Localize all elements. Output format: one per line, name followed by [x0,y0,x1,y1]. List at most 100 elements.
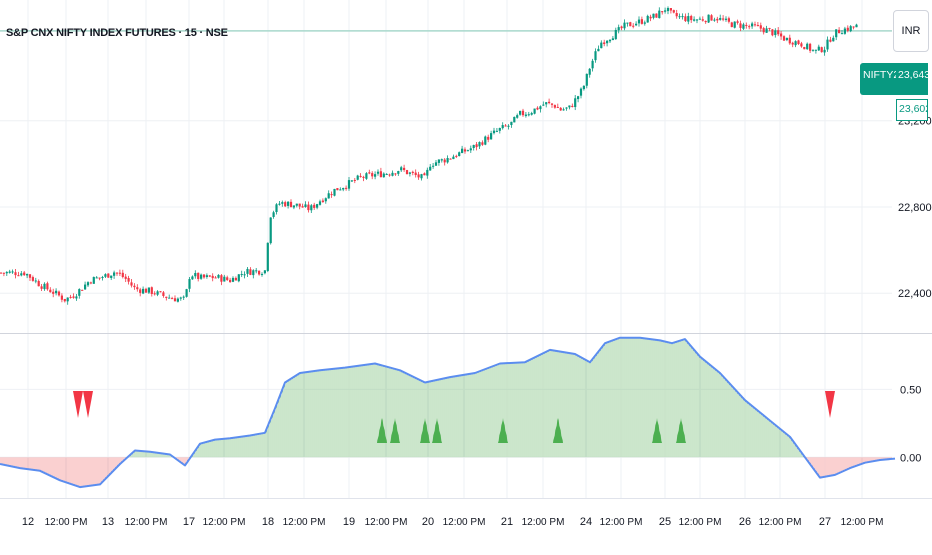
candle-body [287,201,290,206]
time-axis-label: 12:00 PM [600,517,643,528]
candle-body [568,105,571,108]
candle-body [63,298,66,302]
signal-up-arrow [432,418,442,443]
candle-body [411,171,414,173]
candle-body [437,159,440,163]
candle-body [759,25,762,29]
candle-body [820,47,823,53]
candle-body [234,277,237,281]
candle-body [113,272,116,276]
candle-body [394,173,397,175]
currency-button[interactable]: INR [893,10,929,52]
candle-body [582,85,585,90]
candle-body [527,114,530,116]
candle-body [150,287,153,295]
candle-body [72,296,75,298]
candle-body [710,15,713,21]
time-axis-label: 12:00 PM [443,517,486,528]
signal-down-arrow [825,391,835,418]
candle-body [548,101,551,104]
candle-body [200,274,203,279]
candle-body [313,204,316,208]
candle-body [159,291,162,293]
candle-body [345,187,348,189]
candle-body [849,26,852,32]
candle-body [516,115,519,118]
candle-body [339,189,342,191]
candle-body [440,159,443,161]
candle-body [687,16,690,22]
signal-down-arrow [73,391,83,418]
candle-body [298,203,301,207]
candle-body [316,204,319,208]
signal-down-arrow [83,391,93,418]
candle-body [788,37,791,44]
time-axis-label: 12:00 PM [365,517,408,528]
symbol-title: S&P CNX NIFTY INDEX FUTURES · 15 · NSE [6,27,228,39]
candle-body [217,274,220,278]
candle-body [289,201,293,208]
candle-body [765,28,768,33]
time-axis-label: 19 [343,516,355,528]
candle-body [17,275,20,277]
candle-body [722,18,725,20]
candle-body [617,27,620,31]
candle-body [701,19,704,21]
time-axis-label: 18 [262,516,274,528]
candle-body [356,175,359,180]
candle-body [34,280,37,282]
candle-body [507,125,510,127]
candle-body [333,188,336,196]
candle-body [498,127,501,131]
candle-body [681,16,684,18]
candle-body [594,51,597,61]
candle-body [782,36,786,41]
candle-body [214,277,217,279]
candle-body [414,172,417,176]
candle-body [846,27,849,31]
candle-body [211,275,214,279]
candle-body [490,133,493,140]
candle-body [426,169,429,176]
candle-body [173,298,177,302]
candle-body [400,167,403,171]
candle-body [832,37,835,42]
candle-body [205,275,208,277]
candle-body [403,167,406,171]
candle-body [539,106,542,110]
candle-body [521,110,525,116]
candle-body [104,274,107,277]
candle-body [797,40,800,45]
candle-body [420,174,423,179]
candle-body [840,33,844,35]
candle-body [530,113,533,115]
candles [0,6,858,305]
candle-body [791,42,794,45]
candle-body [5,272,8,274]
candle-body [553,105,556,108]
candle-body [156,291,159,295]
signal-up-arrow [420,418,430,443]
candle-body [678,16,681,18]
candle-body [748,26,751,28]
candle-body [664,10,667,12]
candle-body [107,273,110,278]
candle-body [365,173,368,179]
candle-body [179,297,182,299]
candle-body [487,136,490,140]
candle-body [60,295,63,300]
candle-body [168,297,171,299]
candle-body [809,43,812,51]
candle-body [695,19,699,21]
candle-body [629,22,632,27]
candle-body [559,107,562,111]
candle-body [23,272,26,276]
candle-body [432,165,435,167]
candle-body [838,29,841,34]
candle-body [162,292,165,296]
candle-body [371,173,374,177]
candle-body [803,46,806,50]
candle-body [231,277,235,282]
